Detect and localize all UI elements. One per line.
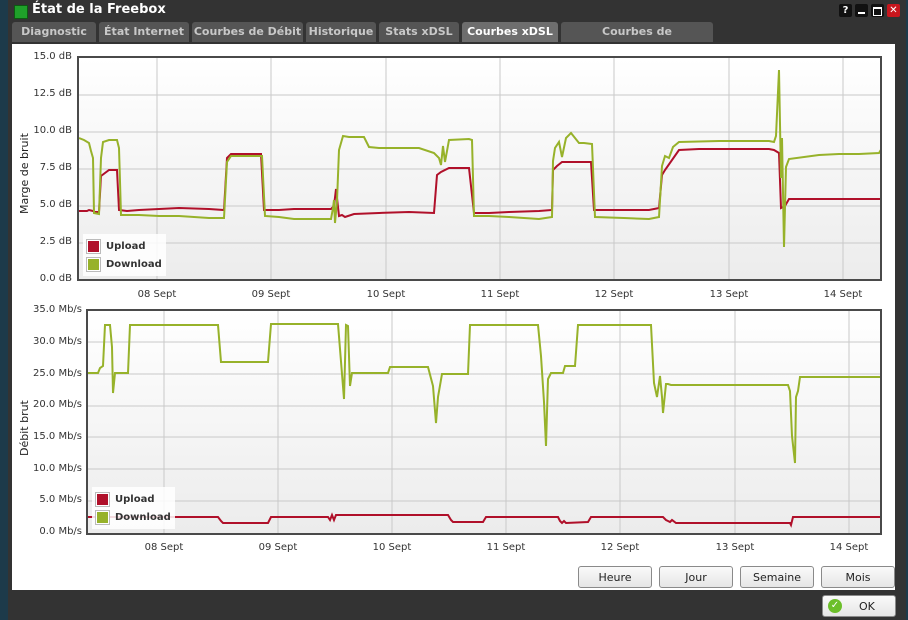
- legend-upload[interactable]: Upload: [95, 490, 171, 508]
- upload-swatch-icon: [86, 238, 101, 254]
- x-tick: 08 Sept: [144, 542, 184, 553]
- x-tick: 09 Sept: [258, 542, 298, 553]
- x-tick: 12 Sept: [594, 289, 634, 300]
- x-tick: 11 Sept: [486, 542, 526, 553]
- download-series: [79, 69, 880, 248]
- ok-label: OK: [859, 600, 875, 613]
- legend: Upload Download: [92, 487, 175, 529]
- tab-courbes-temperature[interactable]: Courbes de température: [561, 22, 713, 58]
- window: État de la Freebox ? ✕ Diagnostic État I…: [8, 0, 906, 620]
- tab-etat-internet[interactable]: État Internet: [99, 22, 189, 42]
- y-tick: 5.0 Mb/s: [39, 494, 82, 505]
- y-tick: 10.0 Mb/s: [33, 463, 82, 474]
- y-tick: 25.0 Mb/s: [33, 368, 82, 379]
- minimize-icon: [858, 12, 865, 14]
- minimize-button[interactable]: [855, 4, 868, 17]
- hour-button[interactable]: Heure: [578, 566, 652, 588]
- download-series: [88, 323, 880, 464]
- y-tick: 35.0 Mb/s: [33, 304, 82, 315]
- tab-historique[interactable]: Historique: [306, 22, 376, 42]
- content-panel: Marge de bruit 0.0 dB 2.5 dB 5.0 dB 7.5 …: [12, 44, 895, 590]
- x-tick: 08 Sept: [137, 289, 177, 300]
- close-button[interactable]: ✕: [887, 4, 900, 17]
- y-tick: 15.0 dB: [33, 51, 72, 62]
- y-tick: 10.0 dB: [33, 125, 72, 136]
- tab-courbes-xdsl[interactable]: Courbes xDSL: [462, 22, 558, 42]
- y-tick: 5.0 dB: [39, 199, 72, 210]
- noise-margin-chart: Marge de bruit 0.0 dB 2.5 dB 5.0 dB 7.5 …: [12, 44, 895, 304]
- legend-download[interactable]: Download: [86, 255, 162, 273]
- legend: Upload Download: [83, 234, 166, 276]
- y-tick: 30.0 Mb/s: [33, 336, 82, 347]
- check-icon: ✓: [828, 599, 842, 613]
- app-icon: [14, 5, 28, 19]
- x-tick: 14 Sept: [829, 542, 869, 553]
- bitrate-lines: [88, 311, 880, 533]
- maximize-icon: [873, 7, 882, 16]
- x-tick: 10 Sept: [366, 289, 406, 300]
- tab-courbes-debit[interactable]: Courbes de Débit: [192, 22, 303, 42]
- legend-upload[interactable]: Upload: [86, 237, 162, 255]
- x-tick: 11 Sept: [480, 289, 520, 300]
- legend-download-label: Download: [106, 258, 162, 270]
- x-tick: 10 Sept: [372, 542, 412, 553]
- tab-stats-xdsl[interactable]: Stats xDSL: [379, 22, 459, 42]
- legend-download-label: Download: [115, 511, 171, 523]
- tab-diagnostic[interactable]: Diagnostic: [12, 22, 96, 42]
- title-bar[interactable]: État de la Freebox ? ✕: [8, 0, 906, 22]
- x-tick: 13 Sept: [715, 542, 755, 553]
- month-button[interactable]: Mois: [821, 566, 895, 588]
- y-tick: 0.0 dB: [39, 273, 72, 284]
- upload-series: [79, 148, 880, 219]
- x-tick: 13 Sept: [709, 289, 749, 300]
- y-tick: 7.5 dB: [39, 162, 72, 173]
- ok-button[interactable]: ✓ OK: [822, 595, 896, 617]
- x-tick: 09 Sept: [251, 289, 291, 300]
- week-button[interactable]: Semaine: [740, 566, 814, 588]
- download-swatch-icon: [86, 256, 101, 272]
- y-tick: 12.5 dB: [33, 88, 72, 99]
- noise-margin-lines: [79, 58, 880, 279]
- legend-upload-label: Upload: [115, 493, 155, 505]
- y-tick: 2.5 dB: [39, 236, 72, 247]
- maximize-button[interactable]: [871, 4, 884, 17]
- y-tick: 15.0 Mb/s: [33, 431, 82, 442]
- y-tick: 0.0 Mb/s: [39, 526, 82, 537]
- download-swatch-icon: [95, 509, 110, 525]
- upload-swatch-icon: [95, 491, 110, 507]
- legend-upload-label: Upload: [106, 240, 146, 252]
- x-tick: 14 Sept: [823, 289, 863, 300]
- bitrate-chart: Débit brut 0.0 Mb/s 5.0 Mb/s 10.0 Mb/s 1…: [12, 304, 895, 564]
- x-tick: 12 Sept: [600, 542, 640, 553]
- y-tick: 20.0 Mb/s: [33, 399, 82, 410]
- legend-download[interactable]: Download: [95, 508, 171, 526]
- window-title: État de la Freebox: [32, 2, 166, 17]
- plot-area[interactable]: Upload Download: [77, 56, 882, 281]
- day-button[interactable]: Jour: [659, 566, 733, 588]
- help-button[interactable]: ?: [839, 4, 852, 17]
- upload-series: [88, 512, 880, 528]
- plot-area[interactable]: Upload Download: [86, 309, 882, 535]
